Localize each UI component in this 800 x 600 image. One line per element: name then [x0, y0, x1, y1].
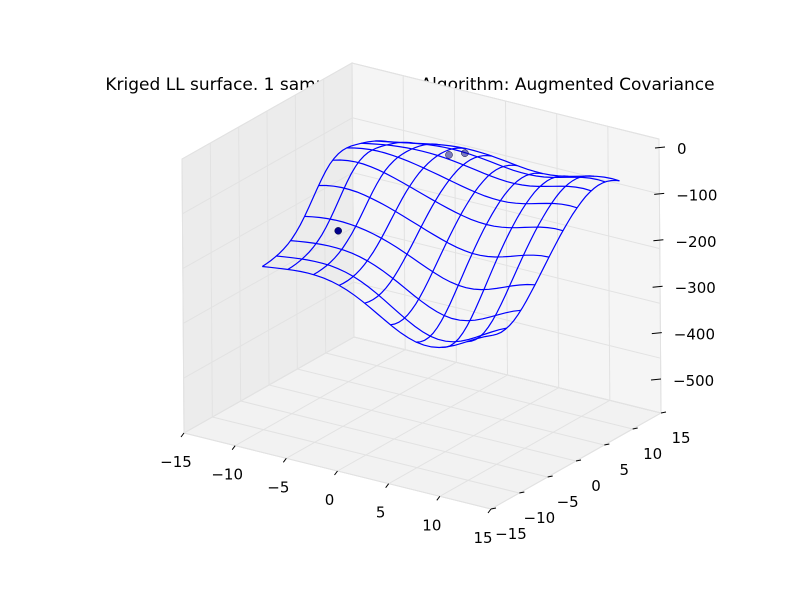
z-tick-label: −300: [675, 279, 716, 297]
grid-line: [183, 281, 661, 379]
y-tick-label: 0: [591, 477, 601, 495]
surface-wireframe: [261, 140, 620, 349]
grid-line: [325, 352, 633, 430]
wire-line: [467, 175, 595, 343]
wire-line: [390, 164, 518, 326]
x-tick: [231, 445, 236, 450]
grid-line: [351, 62, 355, 338]
wire-line: [492, 179, 620, 336]
x-tick-label: −15: [160, 453, 192, 471]
x-tick: [282, 458, 287, 463]
y-tick: [632, 427, 638, 430]
z-tick: [651, 332, 662, 335]
wire-line: [276, 255, 507, 343]
y-tick: [547, 475, 553, 478]
y-tick: [490, 507, 497, 510]
z-tick-label: −400: [674, 326, 715, 344]
y-tick-label: −15: [495, 525, 527, 543]
grid-line: [209, 142, 213, 418]
wire-line: [364, 154, 492, 304]
x-tick-label: 10: [422, 516, 441, 534]
x-tick: [180, 432, 185, 438]
y-tick: [575, 459, 582, 462]
wire-line: [304, 215, 536, 291]
grid-line: [323, 78, 327, 354]
x-tick: [385, 483, 390, 488]
sample-point: [461, 149, 469, 157]
z-tick: [650, 378, 662, 381]
sample-point: [445, 151, 453, 159]
x-tick-label: 15: [473, 529, 492, 547]
grid-line: [658, 138, 662, 414]
y-tick-label: 10: [643, 445, 662, 463]
z-tick-label: −500: [673, 372, 714, 390]
x-tick-label: −5: [267, 478, 289, 496]
x-tick-label: −10: [211, 466, 243, 484]
wire-line: [416, 172, 543, 343]
y-tick: [660, 411, 667, 414]
wire-line: [441, 175, 569, 348]
z-tick: [654, 192, 665, 195]
grid-line: [182, 226, 661, 324]
grid-line: [607, 126, 611, 401]
wire-line: [360, 142, 592, 192]
grid-line: [556, 113, 560, 388]
grid-line: [181, 158, 185, 434]
grid-line: [182, 117, 660, 215]
z-tick-label: −100: [676, 186, 717, 204]
y-tick-label: −10: [524, 509, 556, 527]
grid-line: [183, 336, 662, 434]
y-tick-label: −5: [557, 493, 579, 511]
x-tick-label: 0: [325, 491, 335, 509]
sample-points: [334, 149, 469, 235]
z-tick: [652, 285, 663, 288]
z-tick: [654, 146, 666, 149]
grid-line: [181, 62, 660, 160]
y-tick: [604, 443, 610, 446]
x-tick: [436, 496, 441, 501]
wire-line: [313, 143, 441, 276]
z-tick-label: 0: [677, 140, 687, 158]
wire-line: [287, 141, 416, 270]
x-tick: [487, 508, 492, 514]
z-tick-label: −200: [675, 233, 716, 251]
wire-line: [332, 159, 564, 232]
wire-line: [346, 147, 578, 209]
z-tick: [653, 239, 664, 242]
y-tick-label: 15: [671, 429, 690, 447]
grid-line: [182, 172, 660, 270]
x-tick-label: 5: [376, 504, 386, 522]
grid-line: [266, 110, 270, 386]
x-tick: [334, 470, 338, 476]
wire-line: [338, 147, 467, 286]
y-tick: [519, 491, 525, 494]
y-tick-label: 5: [620, 461, 630, 479]
grid-line: [402, 75, 406, 350]
wire-line: [261, 140, 390, 267]
wire-line: [318, 184, 550, 258]
wire-line: [290, 240, 521, 322]
grid-line: [238, 126, 242, 402]
sample-point: [334, 227, 342, 235]
wire-line: [262, 265, 493, 349]
